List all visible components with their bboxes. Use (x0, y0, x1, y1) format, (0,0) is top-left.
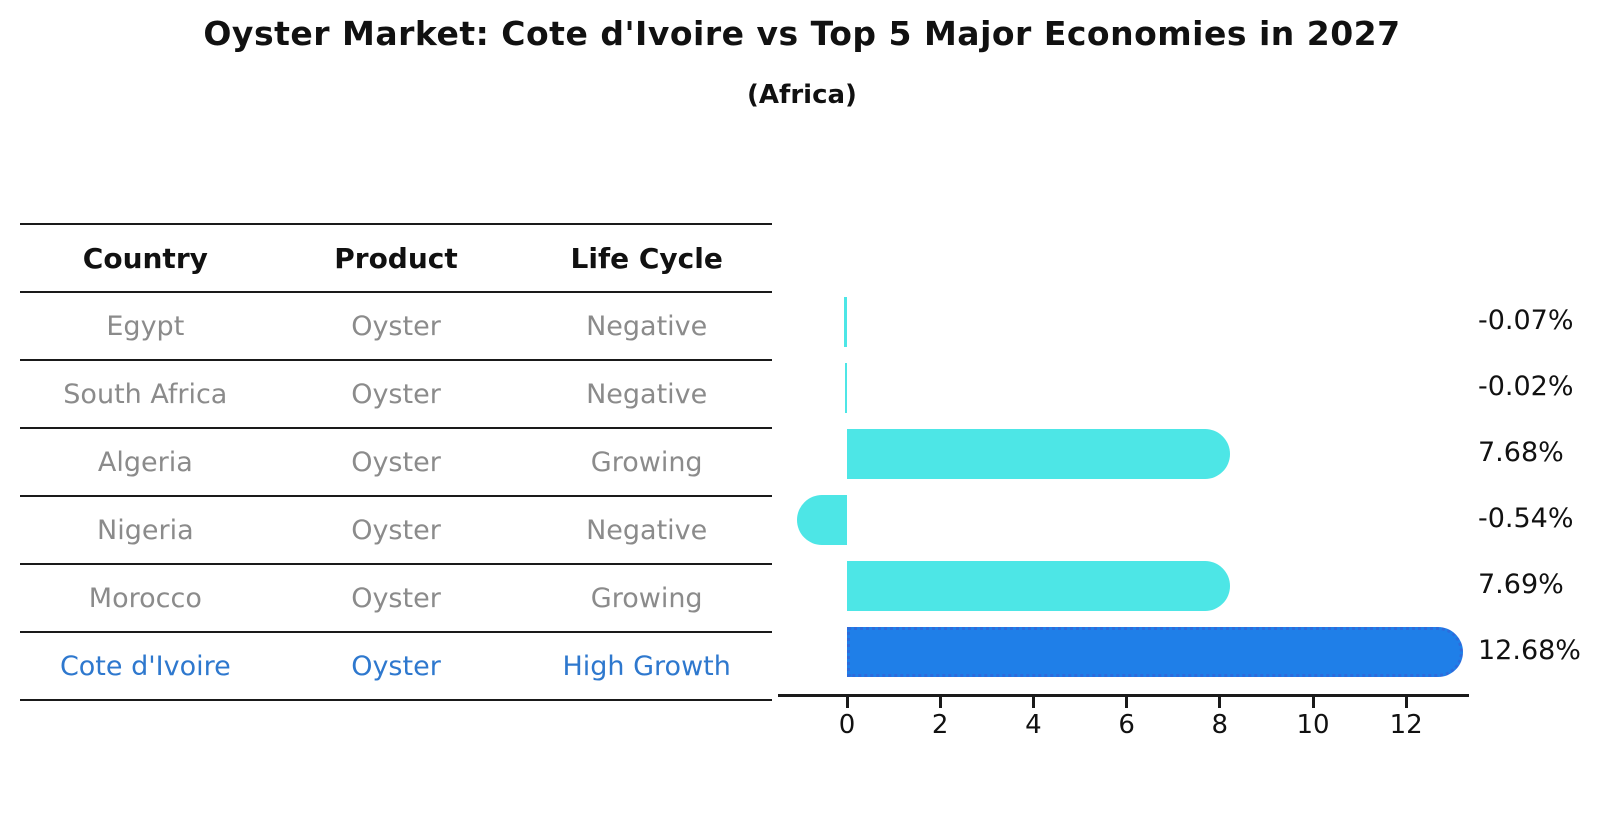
table-row-morocco: Morocco Oyster Growing (20, 565, 772, 633)
table-row-south-africa: South Africa Oyster Negative (20, 361, 772, 429)
table-row-cote-d-ivoire: Cote d'Ivoire Oyster High Growth (20, 633, 772, 701)
x-tick-label-2: 2 (931, 710, 949, 740)
x-tick-label-6: 6 (1118, 710, 1135, 740)
bar-south-africa (844, 363, 847, 413)
cell-life-cycle: Negative (586, 378, 708, 410)
bar-nigeria (796, 495, 847, 545)
x-tick-10 (1311, 697, 1315, 708)
x-tick-label-8: 8 (1211, 710, 1229, 740)
x-axis-line (778, 694, 1469, 697)
cell-country: Morocco (88, 582, 202, 614)
x-tick-label-4: 4 (1025, 710, 1042, 740)
bar-egypt (843, 297, 847, 347)
value-label-morocco: 7.69% (1478, 569, 1564, 600)
value-label-egypt: -0.07% (1478, 305, 1574, 336)
value-label-cote-d-ivoire: 12.68% (1478, 635, 1581, 666)
x-tick-4 (1031, 697, 1035, 708)
summary-table: Country Product Life Cycle Egypt Oyster … (20, 223, 772, 701)
x-tick-label-0: 0 (838, 710, 856, 740)
header-product: Product (334, 241, 458, 275)
cell-life-cycle: Negative (586, 310, 708, 342)
table-row-algeria: Algeria Oyster Growing (20, 429, 772, 497)
cell-product: Oyster (351, 446, 441, 478)
table-row-nigeria: Nigeria Oyster Negative (20, 497, 772, 565)
x-tick-12 (1404, 697, 1408, 708)
header-life-cycle: Life Cycle (570, 241, 723, 275)
cell-life-cycle: Growing (590, 582, 703, 614)
cell-product: Oyster (351, 582, 441, 614)
chart-subtitle: (Africa) (747, 80, 857, 110)
cell-life-cycle: Negative (586, 514, 708, 546)
x-tick-label-10: 10 (1296, 710, 1330, 740)
bar-morocco (847, 561, 1231, 611)
cell-country: Algeria (97, 446, 193, 478)
cell-life-cycle: High Growth (562, 650, 731, 682)
chart-title: Oyster Market: Cote d'Ivoire vs Top 5 Ma… (203, 14, 1401, 53)
cell-product: Oyster (351, 514, 441, 546)
cell-life-cycle: Growing (590, 446, 703, 478)
cell-product: Oyster (351, 310, 441, 342)
x-tick-6 (1125, 697, 1129, 708)
value-label-algeria: 7.68% (1478, 437, 1564, 468)
cell-country: South Africa (63, 378, 228, 410)
x-tick-0 (845, 697, 849, 708)
cell-country: Egypt (106, 310, 185, 342)
bar-algeria (847, 429, 1230, 479)
cell-country: Cote d'Ivoire (59, 650, 231, 682)
header-country: Country (82, 241, 208, 275)
value-label-nigeria: -0.54% (1478, 503, 1574, 534)
table-row-egypt: Egypt Oyster Negative (20, 293, 772, 361)
value-label-south-africa: -0.02% (1478, 371, 1574, 402)
bar-cote-d-ivoire (847, 627, 1463, 677)
cell-country: Nigeria (97, 514, 194, 546)
x-tick-2 (938, 697, 942, 708)
cell-product: Oyster (351, 650, 441, 682)
x-tick-8 (1218, 697, 1222, 708)
table-header-row: Country Product Life Cycle (20, 225, 772, 293)
cell-product: Oyster (351, 378, 441, 410)
x-tick-label-12: 12 (1389, 710, 1423, 740)
